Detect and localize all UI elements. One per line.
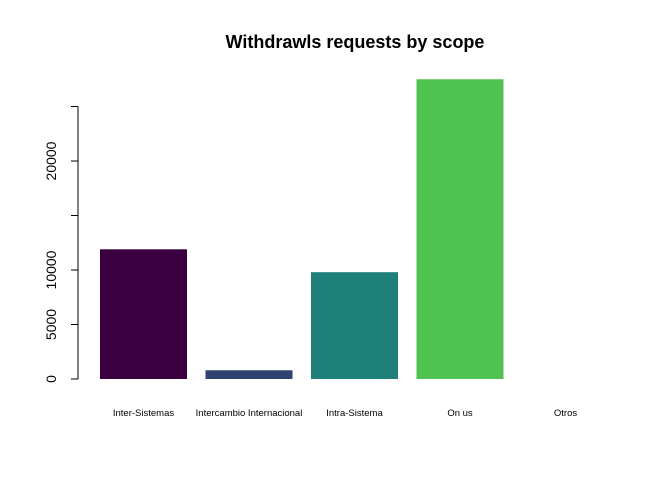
x-tick-label: Intra-Sistema: [326, 408, 383, 419]
chart-title: Withdrawls requests by scope: [226, 32, 485, 52]
y-tick-label: 20000: [43, 141, 59, 180]
bar-intra-sistema: [311, 272, 398, 379]
x-axis-labels: Inter-Sistemas Intercambio Internacional I…: [113, 408, 577, 419]
bar-inter-sistemas: [100, 249, 187, 379]
x-tick-label: On us: [447, 408, 473, 419]
y-tick-label: 0: [43, 375, 59, 383]
y-axis: 0 5000 10000 20000: [43, 106, 79, 383]
x-tick-label: Intercambio Internacional: [196, 408, 303, 419]
x-tick-label: Inter-Sistemas: [113, 408, 174, 419]
bar-intercambio-internacional: [205, 370, 293, 379]
x-tick-label: Otros: [554, 408, 577, 419]
y-tick-label: 5000: [43, 309, 59, 340]
bars-group: [100, 79, 504, 379]
bar-on-us: [416, 79, 504, 379]
y-tick-label: 10000: [43, 250, 59, 289]
